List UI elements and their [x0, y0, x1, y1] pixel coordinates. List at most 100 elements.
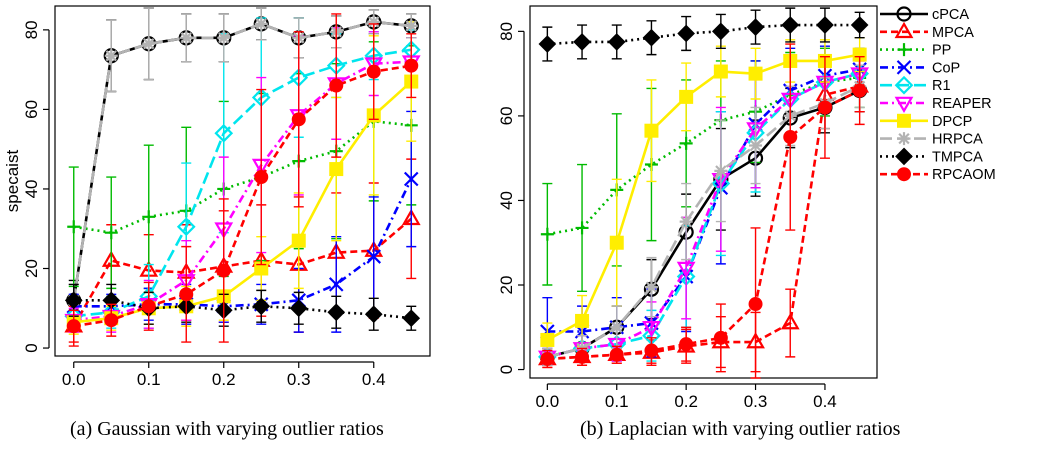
series-line	[547, 76, 860, 236]
data-point	[179, 287, 194, 302]
y-tick-label: 80	[22, 20, 41, 39]
data-point	[104, 226, 118, 240]
caption-a: (a) Gaussian with varying outlier ratios	[70, 418, 384, 440]
data-point	[403, 171, 419, 187]
data-point	[540, 332, 555, 347]
series-line	[73, 64, 412, 328]
data-point	[538, 35, 557, 53]
series-line	[72, 20, 412, 301]
data-point	[216, 263, 231, 278]
series-line	[73, 299, 412, 320]
series-line	[547, 89, 861, 361]
data-point	[644, 123, 659, 138]
plot-frame	[529, 5, 878, 379]
data-point	[816, 16, 834, 34]
data-point	[217, 31, 231, 45]
data-point	[852, 83, 867, 98]
x-tick-label: 0.0	[536, 392, 560, 411]
x-tick-label: 0.1	[605, 392, 629, 411]
caption-b: (b) Laplacian with varying outlier ratio…	[580, 418, 901, 440]
data-point	[540, 227, 554, 241]
series-line	[72, 20, 412, 301]
data-point	[609, 235, 624, 250]
legend-label: CoP	[932, 60, 960, 76]
legend-label: PP	[932, 43, 951, 59]
y-tick-label: 0	[22, 343, 41, 352]
data-point	[366, 249, 382, 264]
data-point	[141, 299, 156, 314]
data-point	[142, 37, 156, 51]
legend-marker	[897, 132, 911, 146]
data-point	[402, 309, 421, 328]
data-point	[749, 139, 763, 152]
legend-marker	[897, 167, 911, 182]
legend-marker	[897, 43, 911, 57]
legend-marker	[896, 6, 912, 22]
data-point	[679, 337, 694, 352]
data-point	[642, 320, 661, 338]
data-point	[607, 33, 626, 51]
data-point	[64, 291, 83, 310]
series-line	[547, 89, 861, 359]
x-tick-label: 0.3	[287, 370, 311, 389]
legend-label: cPCA	[932, 7, 969, 23]
series-line	[547, 72, 860, 359]
y-tick-label: 0	[497, 365, 516, 374]
series-line	[547, 85, 861, 359]
x-tick-label: 0.4	[362, 370, 386, 389]
data-point	[609, 347, 624, 362]
series-line	[546, 53, 860, 342]
data-point	[642, 28, 661, 47]
series-tmpca	[64, 283, 421, 331]
series-hrpca	[67, 7, 418, 317]
data-point	[291, 233, 306, 248]
data-point	[291, 112, 306, 127]
x-tick-label: 0.3	[744, 392, 768, 411]
data-point	[404, 19, 418, 33]
data-point	[254, 17, 268, 31]
data-point	[104, 313, 119, 328]
series-line	[73, 60, 412, 322]
series-line	[547, 72, 860, 359]
data-point	[817, 100, 832, 115]
legend-marker	[897, 113, 911, 128]
series-cpca	[66, 7, 419, 321]
y-tick-label: 60	[497, 106, 516, 125]
y-axis-title: specaist	[3, 150, 22, 213]
plot-frame	[54, 5, 431, 357]
data-point	[104, 49, 118, 63]
data-point	[364, 305, 383, 324]
data-point	[142, 210, 156, 224]
x-tick-label: 0.1	[137, 370, 161, 389]
legend-marker	[894, 96, 914, 114]
data-point	[748, 297, 763, 312]
legend-marker	[894, 21, 914, 39]
data-point	[67, 220, 81, 234]
data-point	[679, 89, 694, 104]
legend-marker	[895, 147, 913, 166]
series-tmpca	[538, 7, 869, 62]
chart-panel-b: 0.0 0.1 0.2 0.3 0.4 0 20 40 60 80	[497, 5, 878, 411]
data-point	[783, 130, 798, 145]
data-point	[677, 24, 695, 43]
data-point	[644, 343, 659, 358]
legend-label: DPCP	[932, 114, 972, 130]
chart-panel-a: 0.0 0.1 0.2 0.3 0.4 0 20 40 60 80 specaist	[3, 5, 431, 389]
data-point	[780, 313, 800, 330]
data-point	[329, 78, 344, 93]
legend-label: MPCA	[932, 25, 974, 41]
data-point	[575, 313, 590, 328]
data-point	[610, 320, 624, 334]
legend-label: RPCAOM	[932, 167, 996, 183]
data-point	[575, 221, 589, 235]
data-point	[575, 349, 590, 364]
legend-label: R1	[932, 78, 951, 94]
series-rpcaom	[540, 43, 867, 379]
y-tick-label: 60	[22, 100, 41, 119]
data-point	[850, 16, 869, 34]
data-point	[781, 16, 800, 34]
data-point	[404, 58, 419, 73]
data-point	[748, 66, 763, 81]
